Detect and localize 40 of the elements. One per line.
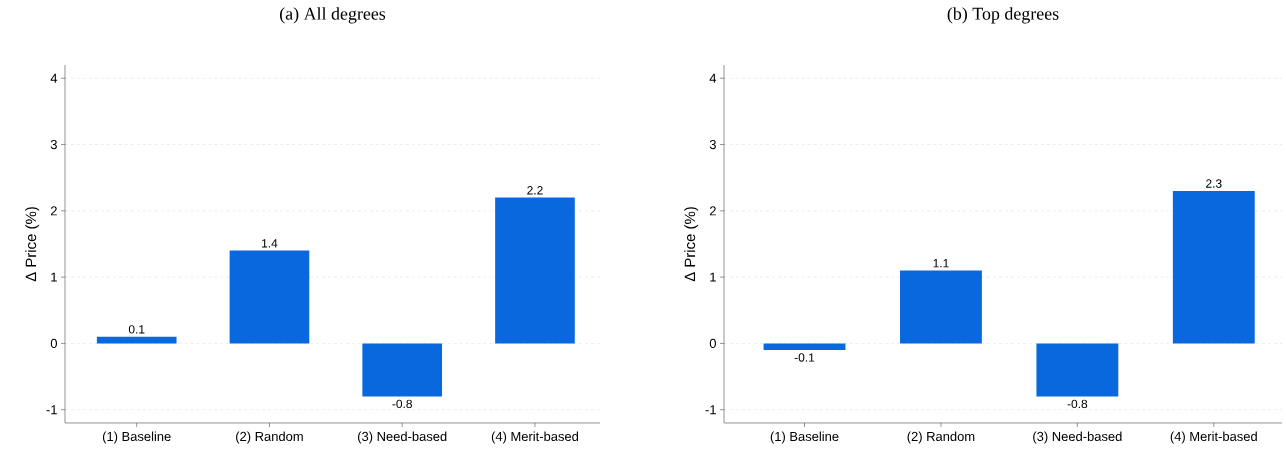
y-tick-label: -1 bbox=[46, 405, 57, 415]
x-tick-label: (4) Merit-based bbox=[491, 431, 579, 444]
y-tick-label: -1 bbox=[705, 405, 716, 415]
data-label: 1.1 bbox=[933, 259, 949, 268]
y-tick-label: 0 bbox=[709, 338, 716, 349]
data-label: -0.8 bbox=[1067, 399, 1088, 409]
data-label: -0.8 bbox=[392, 399, 412, 409]
chart-title: (b) Top degrees bbox=[947, 7, 1059, 24]
bar bbox=[1036, 343, 1119, 397]
x-tick-label: (3) Need-based bbox=[1033, 431, 1122, 444]
y-tick-label: 0 bbox=[50, 338, 57, 349]
x-tick-label: (1) Baseline bbox=[102, 431, 171, 444]
bar bbox=[96, 336, 177, 344]
bar bbox=[229, 250, 310, 344]
x-tick-label: (2) Random bbox=[907, 431, 975, 444]
y-tick-label: 4 bbox=[50, 73, 58, 83]
y-axis-title: Δ Price (%) bbox=[25, 207, 40, 282]
bar bbox=[1172, 190, 1255, 344]
data-label: 2.2 bbox=[527, 186, 543, 195]
bar bbox=[495, 197, 575, 344]
bar bbox=[900, 270, 982, 344]
data-label: 0.1 bbox=[128, 325, 145, 334]
bar bbox=[763, 343, 846, 351]
bar bbox=[362, 343, 443, 397]
y-tick-label: 3 bbox=[50, 139, 57, 150]
y-tick-label: 2 bbox=[50, 206, 57, 216]
x-tick-label: (2) Random bbox=[236, 431, 303, 444]
y-tick-label: 1 bbox=[710, 272, 716, 282]
y-tick-label: 3 bbox=[709, 139, 716, 150]
data-label: 1.4 bbox=[262, 239, 278, 248]
data-label: -0.1 bbox=[794, 353, 815, 362]
data-label: 2.3 bbox=[1206, 179, 1222, 188]
y-axis-title: Δ Price (%) bbox=[684, 207, 699, 282]
x-tick-label: (3) Need-based bbox=[358, 431, 447, 444]
y-tick-label: 2 bbox=[709, 206, 716, 216]
y-tick-label: 4 bbox=[709, 73, 717, 83]
y-tick-label: 1 bbox=[51, 272, 57, 282]
x-tick-label: (4) Merit-based bbox=[1170, 431, 1257, 444]
chart-title: (a) All degrees bbox=[280, 7, 386, 24]
x-tick-label: (1) Baseline bbox=[770, 431, 839, 444]
